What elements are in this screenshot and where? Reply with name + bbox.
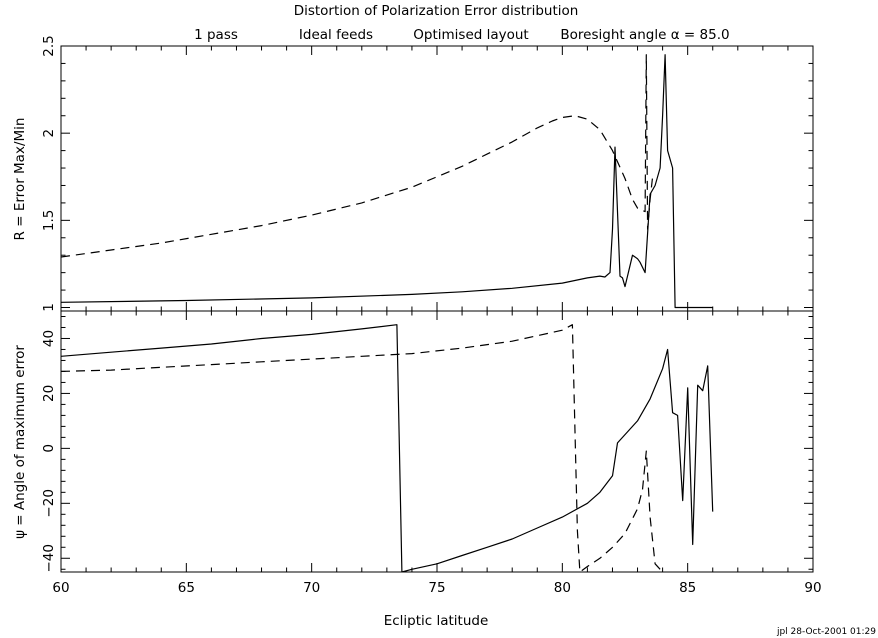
top-y-tick-label: 1	[41, 303, 57, 312]
top-plot-frame	[60, 45, 814, 312]
bottom-y-axis-label: ψ = Angle of maximum error	[12, 345, 28, 539]
subtitle-passes: 1 pass	[194, 27, 238, 43]
subtitle-layout: Optimised layout	[413, 27, 528, 43]
bottom-series-solid-line	[61, 324, 714, 572]
x-tick-label: 65	[178, 580, 195, 596]
subtitle-boresight: Boresight angle α = 85.0	[560, 27, 729, 43]
top-panel: 1 1.5 2 2.5	[41, 35, 814, 312]
bottom-y-tick-label: −20	[41, 489, 57, 518]
bottom-y-tick-label: −40	[41, 544, 57, 573]
bottom-panel: −40 −20 0 20 40 60 65 70 75 80 85 90	[41, 310, 822, 596]
top-y-tick-label: 1.5	[41, 210, 57, 231]
footer-timestamp: jpl 28-Oct-2001 01:29	[776, 627, 876, 637]
top-series-dashed-line	[61, 54, 654, 258]
x-axis-label: Ecliptic latitude	[384, 613, 489, 629]
bottom-y-tick-label: 40	[41, 330, 57, 347]
x-tick-label: 85	[679, 580, 696, 596]
top-y-tick-label: 2.5	[41, 35, 57, 56]
chart-title: Distortion of Polarization Error distrib…	[294, 3, 579, 19]
bottom-y-tick-label: 20	[41, 385, 57, 402]
top-y-tick-label: 2	[41, 129, 57, 138]
top-y-axis-label: R = Error Max/Min	[12, 118, 28, 241]
bottom-plot-frame	[60, 310, 814, 573]
bottom-series-dashed-line	[61, 324, 664, 572]
x-tick-label: 70	[303, 580, 320, 596]
x-tick-label: 90	[804, 580, 821, 596]
top-series-solid-line	[61, 54, 713, 309]
bottom-y-tick-label: 0	[41, 444, 57, 453]
subtitle-feeds: Ideal feeds	[299, 27, 373, 43]
x-tick-label: 75	[428, 580, 445, 596]
x-tick-label: 80	[554, 580, 571, 596]
x-tick-label: 60	[52, 580, 69, 596]
